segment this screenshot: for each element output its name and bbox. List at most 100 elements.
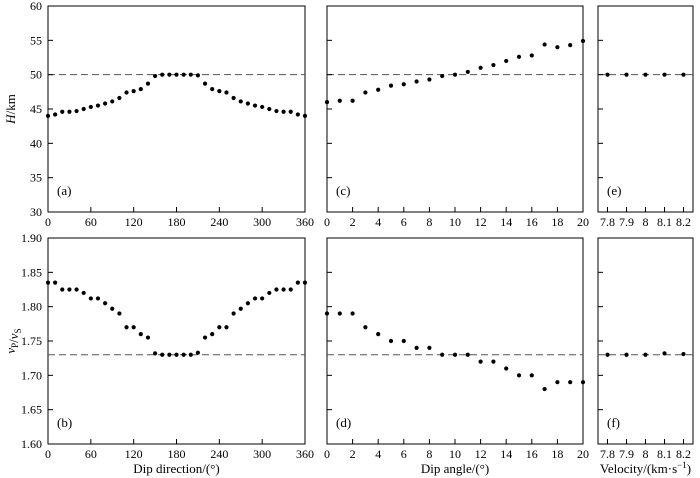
x-tick-label: 0 — [45, 447, 51, 461]
panel-d: 0 2 4 6 8 10 12 14 16 18 20 (d) Dip angle/(°) — [324, 237, 589, 476]
data-point — [152, 73, 158, 79]
x-tick-label: 12 — [475, 215, 487, 229]
data-point — [231, 95, 236, 101]
data-point — [504, 366, 509, 371]
x-tick-label: 2 — [350, 447, 356, 461]
data-point — [452, 352, 458, 357]
data-point — [174, 72, 179, 77]
data-point — [217, 89, 222, 94]
x-tick-label: 2 — [350, 215, 356, 229]
x-tick-label: 18 — [551, 447, 563, 461]
x-tick-label: 6 — [401, 447, 407, 461]
data-point — [295, 112, 300, 117]
chart-panels: 0 60 120 180 240 300 36030354045505560(a)H/km0… — [3, 0, 694, 476]
data-point — [350, 311, 355, 316]
data-point — [643, 72, 648, 77]
x-tick-label: 20 — [577, 215, 589, 229]
data-point — [252, 103, 258, 108]
y-tick-label: 50 — [30, 68, 42, 82]
data-point — [302, 113, 308, 118]
data-point — [160, 72, 165, 77]
x-tick-label: 10 — [449, 447, 461, 461]
y-tick-label: 1.90 — [21, 231, 42, 245]
x-tick-label: 8 — [643, 447, 649, 461]
x-tick-label: 180 — [168, 215, 186, 229]
data-point — [427, 77, 432, 82]
data-point — [274, 287, 279, 292]
x-tick-label: 20 — [577, 447, 589, 461]
x-tick-label: 14 — [500, 447, 512, 461]
data-point — [110, 306, 115, 311]
data-point — [295, 280, 300, 285]
data-point — [202, 81, 208, 86]
data-point — [401, 338, 406, 344]
data-point — [74, 108, 79, 114]
data-point — [245, 101, 250, 106]
x-tick-label: 8 — [426, 215, 432, 229]
x-tick-label: 7.9 — [619, 447, 634, 461]
data-point — [401, 82, 406, 87]
data-point — [260, 104, 265, 110]
panel-label: (b) — [57, 415, 72, 430]
data-point — [145, 335, 151, 340]
plot-frame — [326, 237, 584, 445]
data-point — [131, 325, 136, 330]
data-point — [95, 296, 101, 301]
data-point — [580, 380, 586, 385]
x-tick-label: 4 — [375, 447, 381, 461]
panel-label: (a) — [57, 183, 71, 198]
x-tick-label: 8.1 — [657, 215, 672, 229]
x-tick-label: 8.1 — [657, 447, 672, 461]
y-tick-label: 1.85 — [21, 265, 42, 279]
panel-b: 0 60 120 180 240 300 360 1.60 1.65 1.70 1.75 1.80 1.… — [3, 231, 314, 476]
panel-c: 0 2 4 6 8 10 12 14 16 18 20 (c) — [324, 5, 589, 229]
x-tick-label: 12 — [475, 447, 487, 461]
data-point — [224, 90, 229, 95]
x-tick-label: 7.9 — [619, 215, 634, 229]
data-point — [274, 108, 279, 114]
data-point — [217, 325, 222, 330]
data-point — [252, 296, 258, 301]
plot-frame — [597, 237, 694, 445]
data-point — [662, 351, 667, 356]
data-point — [337, 311, 342, 316]
y-tick-label: 1.80 — [21, 300, 42, 314]
panel-label: (f) — [607, 415, 620, 430]
data-point — [478, 359, 483, 364]
data-point — [110, 99, 115, 104]
panel-e: 7.8 7.9 8 8.1 8.2 (e) — [597, 5, 694, 229]
data-point — [81, 106, 86, 112]
x-tick-label: 240 — [210, 215, 228, 229]
data-point — [188, 72, 193, 77]
data-point — [210, 86, 215, 92]
data-point — [74, 287, 79, 292]
data-point — [231, 311, 236, 316]
y-tick-label: 35 — [30, 171, 42, 185]
x-tick-label: 14 — [500, 215, 512, 229]
x-tick-label: 8 — [643, 215, 649, 229]
data-point — [568, 380, 573, 385]
x-tick-label: 0 — [324, 215, 330, 229]
x-tick-label: 10 — [449, 215, 461, 229]
data-point — [491, 359, 496, 364]
y-tick-label: 1.65 — [21, 403, 42, 417]
x-tick-label: 4 — [375, 215, 381, 229]
x-tick-label: 18 — [551, 215, 563, 229]
data-point — [440, 73, 445, 79]
y-tick-label: 1.60 — [21, 437, 42, 451]
data-point — [67, 109, 72, 114]
data-point — [181, 72, 186, 77]
data-point — [580, 38, 586, 44]
data-point — [288, 109, 293, 114]
data-point — [124, 325, 129, 330]
data-point — [516, 373, 522, 378]
panel-f: 7.8 7.9 8 8.1 8.2 (f) Velocity/(km·s−1) — [597, 237, 694, 476]
data-point — [288, 287, 293, 292]
data-point — [117, 95, 122, 101]
data-point — [195, 350, 201, 355]
x-tick-label: 120 — [125, 447, 143, 461]
data-point — [124, 90, 129, 95]
data-point — [568, 43, 573, 48]
data-point — [188, 352, 193, 357]
data-point — [202, 335, 208, 340]
